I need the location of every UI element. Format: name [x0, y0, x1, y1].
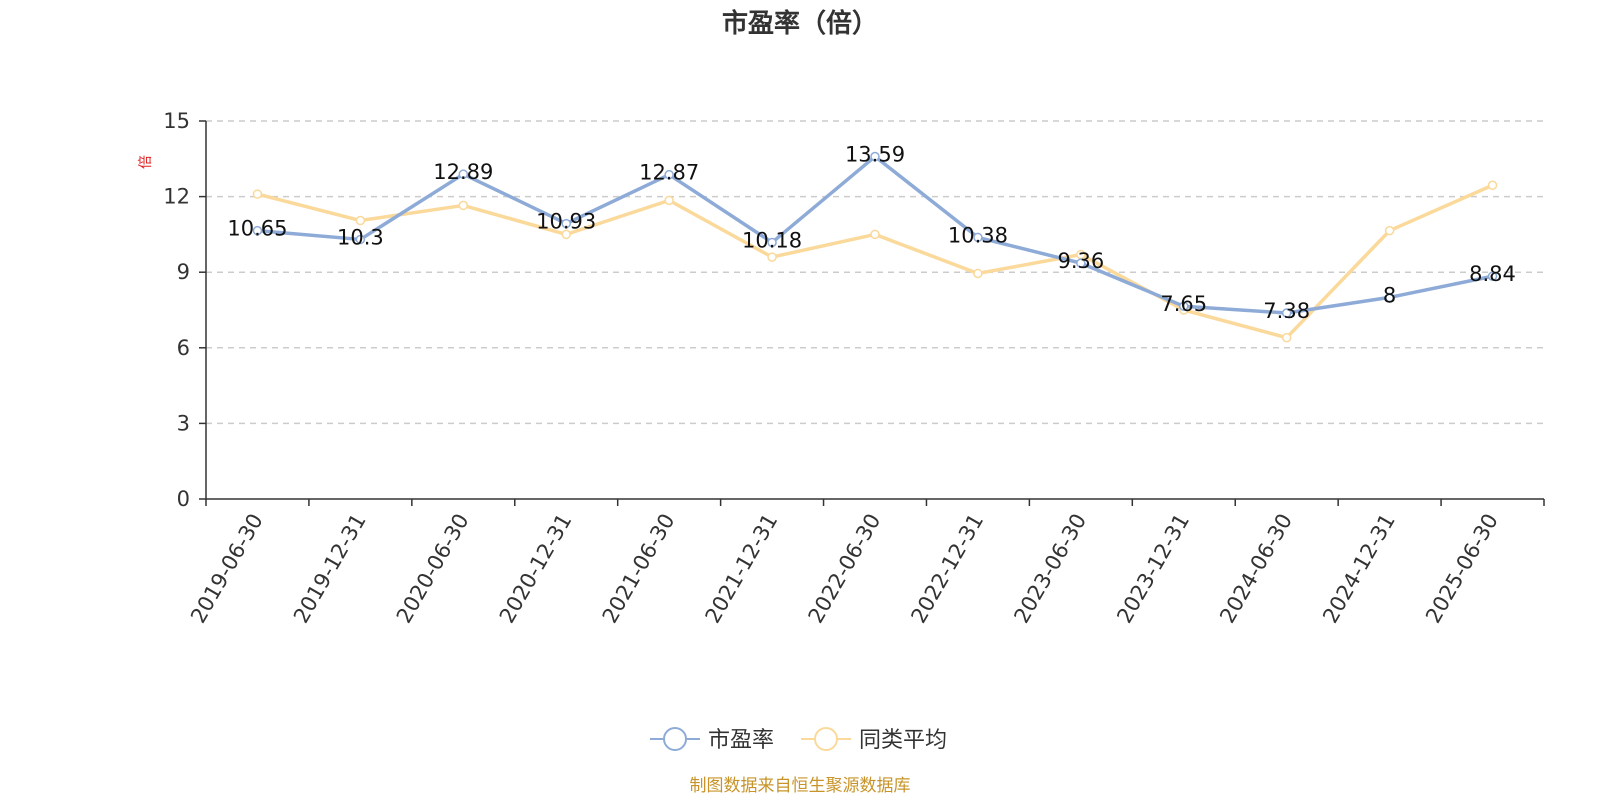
data-label: 8.84	[1469, 262, 1516, 286]
data-point	[767, 237, 777, 248]
data-point	[561, 218, 571, 229]
data-point	[973, 268, 983, 279]
x-tick-label: 2020-06-30	[392, 510, 474, 628]
data-label: 7.65	[1160, 292, 1207, 316]
data-label: 12.87	[639, 161, 699, 185]
data-label: 13.59	[845, 143, 905, 167]
y-tick-label: 0	[177, 487, 190, 511]
data-point	[458, 169, 469, 179]
data-point	[870, 229, 880, 240]
data-point	[1487, 271, 1498, 281]
data-point	[252, 225, 263, 236]
series-lines	[252, 151, 1498, 343]
chart-title: 市盈率（倍）	[722, 8, 878, 39]
x-tick-label: 2023-12-31	[1112, 510, 1194, 628]
data-point	[664, 169, 674, 180]
data-point	[767, 252, 777, 262]
tick-labels: 0 3 6 9 12 15 2019-06-30 2019-12-31 2020-06-30 20…	[163, 109, 1503, 627]
data-point	[458, 200, 469, 211]
data-label: 12.89	[433, 160, 493, 184]
data-point	[561, 229, 571, 240]
data-label: 7.38	[1263, 299, 1310, 323]
x-tick-label: 2022-12-31	[906, 510, 988, 628]
x-tick-label: 2021-12-31	[701, 510, 783, 628]
data-point	[973, 232, 983, 243]
x-tick-label: 2024-06-30	[1215, 510, 1297, 628]
data-label: 10.3	[337, 225, 384, 249]
data-point	[664, 195, 674, 206]
data-point	[1179, 301, 1189, 311]
data-label: 10.65	[227, 217, 287, 241]
x-tick-label: 2023-06-30	[1009, 510, 1091, 628]
source-footer: 制图数据来自恒生聚源数据库	[690, 776, 911, 796]
legend-item-2: 同类平均	[801, 727, 947, 753]
data-label: 10.93	[536, 210, 596, 234]
y-tick-label: 6	[177, 336, 190, 360]
data-point	[1281, 332, 1292, 343]
y-tick-label: 9	[177, 260, 190, 284]
data-label: 10.38	[948, 223, 1008, 247]
x-tick-label: 2025-06-30	[1421, 510, 1503, 628]
x-tick-label: 2019-06-30	[186, 510, 268, 628]
x-tick-label: 2022-06-30	[804, 510, 886, 628]
data-label: 8	[1383, 283, 1396, 307]
data-label: 10.18	[742, 228, 802, 252]
legend-item-1: 市盈率	[650, 727, 774, 753]
data-point	[252, 189, 263, 199]
y-axis-unit-label: 倍	[138, 155, 154, 169]
x-tick-label: 2020-12-31	[495, 510, 577, 628]
data-point	[355, 234, 366, 245]
legend: 市盈率 同类平均	[650, 727, 947, 753]
y-tick-label: 3	[177, 411, 190, 435]
legend-marker	[663, 727, 687, 751]
data-labels: 10.65 10.3 12.89 10.93 12.87 10.18 13.59 10.38 9…	[227, 143, 1516, 323]
data-point	[1281, 308, 1292, 318]
data-point	[1076, 258, 1086, 268]
legend-label: 同类平均	[859, 728, 947, 753]
data-point	[355, 215, 366, 226]
data-point	[1384, 292, 1395, 303]
x-tick-label: 2024-12-31	[1318, 510, 1400, 628]
x-tick-label: 2021-06-30	[598, 510, 680, 628]
data-point	[1487, 180, 1498, 191]
data-label: 9.36	[1057, 249, 1104, 273]
y-tick-label: 12	[163, 185, 190, 209]
y-tick-label: 15	[163, 109, 190, 133]
legend-marker	[814, 727, 838, 751]
axes	[199, 120, 1545, 506]
data-point	[870, 151, 880, 162]
data-point	[1384, 225, 1395, 236]
legend-label: 市盈率	[708, 728, 774, 753]
x-tick-label: 2019-12-31	[289, 510, 371, 628]
